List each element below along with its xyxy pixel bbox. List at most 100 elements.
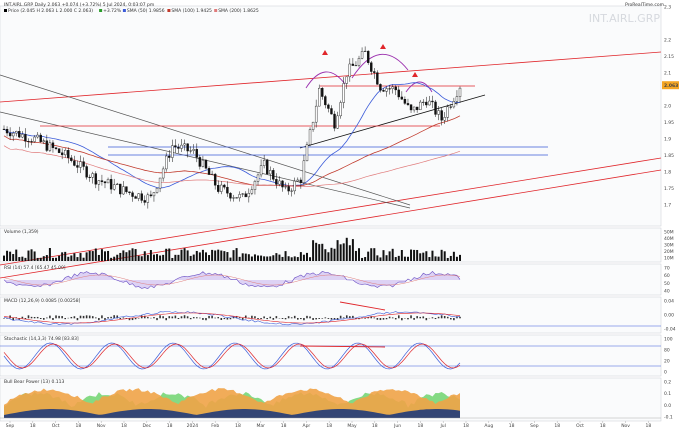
volume-bar xyxy=(34,251,36,261)
volume-bar xyxy=(3,256,5,261)
candle-body xyxy=(9,133,11,136)
macd-histogram-bar xyxy=(52,318,54,320)
candle-body xyxy=(177,147,179,148)
volume-bar xyxy=(40,258,42,261)
volume-bar xyxy=(395,257,397,261)
candle-body xyxy=(165,156,167,169)
volume-bar xyxy=(80,253,82,261)
volume-bar xyxy=(379,257,381,261)
macd-histogram-bar xyxy=(416,316,418,318)
candle-body xyxy=(156,188,158,192)
macd-label: MACD (12,26,9) 0.0085 [0.00258] xyxy=(4,298,81,304)
candle-body xyxy=(159,178,161,188)
candle-body xyxy=(370,63,372,72)
candle-body xyxy=(6,129,8,133)
volume-bar xyxy=(441,250,443,261)
price-tick: 1.85 xyxy=(664,153,674,159)
candle-body xyxy=(242,194,244,195)
candle-body xyxy=(343,83,345,102)
volume-bar xyxy=(83,258,85,261)
candle-body xyxy=(110,179,112,189)
candle-body xyxy=(367,51,369,63)
macd-histogram-bar xyxy=(196,317,198,318)
macd-histogram-bar xyxy=(422,316,424,318)
date-tick: 18 xyxy=(509,423,515,429)
macd-panel xyxy=(0,297,661,333)
macd-histogram-bar xyxy=(413,318,415,320)
price-panel xyxy=(0,6,661,226)
volume-bar xyxy=(55,258,57,261)
macd-histogram-bar xyxy=(386,318,388,319)
macd-histogram-bar xyxy=(383,318,385,320)
candle-body xyxy=(49,143,51,151)
volume-bar xyxy=(346,238,348,261)
date-tick: Apr xyxy=(303,423,311,429)
macd-histogram-bar xyxy=(309,316,311,318)
macd-histogram-bar xyxy=(334,318,336,319)
macd-histogram-bar xyxy=(377,318,379,320)
volume-bar xyxy=(361,258,363,261)
candle-body xyxy=(76,165,78,167)
candle-body xyxy=(229,193,231,198)
macd-histogram-bar xyxy=(380,318,382,320)
candle-body xyxy=(64,150,66,155)
volume-tick: 30M xyxy=(664,243,674,249)
volume-bar xyxy=(318,244,320,261)
macd-histogram-bar xyxy=(291,317,293,318)
legend-swatch-1 xyxy=(99,9,102,12)
macd-histogram-bar xyxy=(147,317,149,318)
volume-bar xyxy=(334,249,336,261)
candle-body xyxy=(92,174,94,178)
volume-bar xyxy=(125,252,127,261)
candle-body xyxy=(285,186,287,187)
volume-bar xyxy=(266,257,268,261)
volume-bar xyxy=(132,248,134,261)
date-tick: 18 xyxy=(167,423,173,429)
macd-histogram-bar xyxy=(392,317,394,318)
date-tick: 18 xyxy=(76,423,82,429)
legend-item-3: SMA (100) 1.9425 xyxy=(171,8,212,14)
macd-histogram-bar xyxy=(110,317,112,318)
legend-swatch-2 xyxy=(123,9,126,12)
candle-body xyxy=(395,87,397,90)
candle-body xyxy=(193,149,195,150)
volume-bar xyxy=(382,250,384,261)
date-tick: 18 xyxy=(646,423,652,429)
candle-body xyxy=(263,160,265,165)
macd-histogram-bar xyxy=(343,317,345,318)
rsi-tick: 50 xyxy=(664,281,670,287)
volume-bar xyxy=(181,250,183,261)
macd-tick: 0.00 xyxy=(664,313,674,319)
macd-histogram-bar xyxy=(389,317,391,319)
stochastic-tick: 20 xyxy=(664,359,670,365)
rsi-tick: 40 xyxy=(664,289,670,295)
volume-bar xyxy=(223,251,225,261)
date-tick: Oct xyxy=(576,423,584,429)
date-tick: Aug xyxy=(484,423,493,429)
candle-body xyxy=(12,133,14,136)
volume-bar xyxy=(321,244,323,261)
candle-body xyxy=(431,101,433,102)
volume-bar xyxy=(416,250,418,261)
volume-bar xyxy=(444,251,446,261)
volume-bar xyxy=(428,257,430,261)
volume-bar xyxy=(300,252,302,261)
date-tick: Dec xyxy=(142,423,151,429)
candle-body xyxy=(101,181,103,182)
volume-bar xyxy=(104,251,106,261)
volume-bar xyxy=(370,248,372,261)
volume-bar xyxy=(275,253,277,261)
candle-body xyxy=(450,107,452,108)
legend-item-4: SMA (200) 1.8625 xyxy=(218,8,259,14)
candle-body xyxy=(422,102,424,103)
volume-bar xyxy=(168,249,170,261)
volume-bar xyxy=(165,249,167,261)
date-tick: 18 xyxy=(600,423,606,429)
volume-bar xyxy=(144,251,146,261)
candle-body xyxy=(456,97,458,102)
candle-body xyxy=(223,185,225,187)
volume-bar xyxy=(352,239,354,261)
candle-body xyxy=(37,135,39,137)
volume-bar xyxy=(24,258,26,261)
